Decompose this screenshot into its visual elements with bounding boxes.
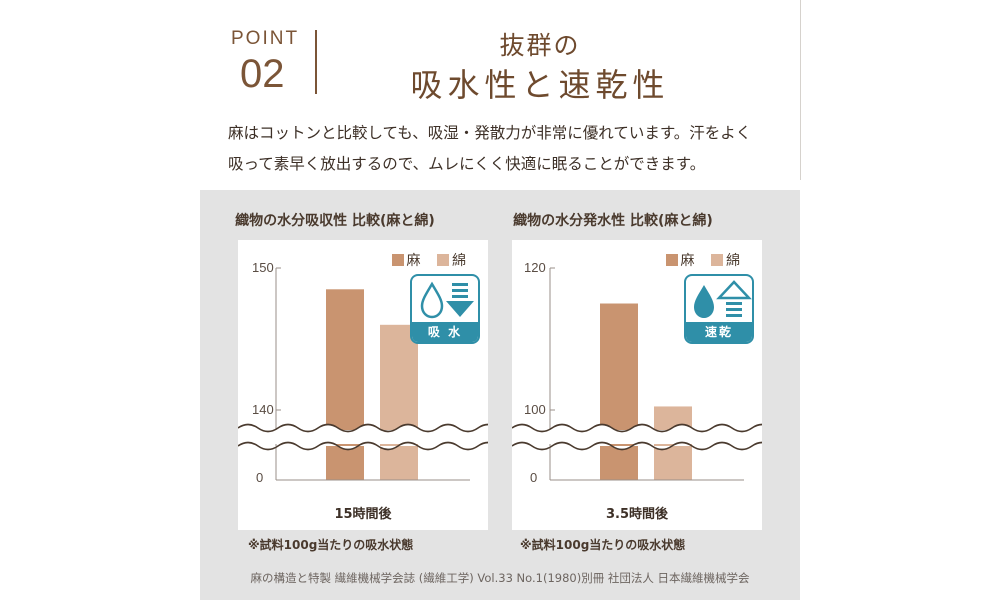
point-number: 02 [240, 52, 285, 96]
intro-text: 麻はコットンと比較しても、吸湿・発散力が非常に優れています。汗をよく 吸って素早… [228, 118, 788, 180]
legend-swatch-linen [665, 254, 678, 266]
y-tick-break: 100 [524, 402, 546, 417]
y-tick-zero: 0 [256, 470, 264, 485]
page-edge-rule [800, 0, 801, 180]
water-drop-up-arrow-icon [694, 280, 752, 318]
intro-line-1: 麻はコットンと比較しても、吸湿・発散力が非常に優れています。汗をよく [228, 124, 752, 142]
legend-label-cotton: 綿 [726, 253, 740, 269]
legend-swatch-cotton [711, 254, 723, 266]
water-drop-down-arrow-icon [420, 281, 474, 319]
feature-title-line2: 吸水性と速乾性 [410, 66, 670, 104]
chart-absorption-svg [238, 267, 488, 481]
y-tick-break: 140 [252, 402, 274, 417]
chart-x-label: 15時間後 [334, 507, 392, 522]
legend-item-linen: 麻 [391, 253, 421, 269]
legend-item-cotton: 綿 [711, 253, 740, 269]
legend-label-linen: 麻 [406, 253, 421, 269]
legend-label-linen: 麻 [680, 253, 695, 269]
chart-title-absorption: 織物の水分吸収性 比較(麻と綿) [235, 213, 435, 229]
sample-note: ※試料100g当たりの吸水状態 [520, 538, 686, 552]
bar-linen [600, 303, 638, 480]
intro-line-2: 吸って素早く放出するので、ムレにくく快適に眠ることができます。 [228, 155, 706, 173]
chart-absorption: 麻 綿 150 140 0 吸 水 15時間後 [238, 240, 488, 530]
y-tick-top: 120 [524, 260, 546, 275]
legend-label-cotton: 綿 [452, 253, 466, 269]
legend-swatch-cotton [437, 254, 449, 266]
chart-legend: 麻 綿 [380, 250, 466, 270]
axis-break-wave [512, 423, 762, 433]
legend-swatch-linen [391, 254, 404, 266]
axis-break-wave [512, 441, 762, 451]
product-feature-section: POINT 02 抜群の 吸水性と速乾性 麻はコットンと比較しても、吸湿・発散力… [200, 0, 800, 600]
axis-break-gap [512, 430, 762, 444]
chart-drying: 麻 綿 120 100 0 速乾 3.5時間後 [512, 240, 762, 530]
chart-title-drying: 織物の水分発水性 比較(麻と綿) [513, 213, 713, 229]
drying-badge: 速乾 [684, 274, 754, 344]
legend-item-cotton: 綿 [437, 253, 466, 269]
legend-item-linen: 麻 [665, 253, 695, 269]
comparison-panel: 織物の水分吸収性 比較(麻と綿) 麻 綿 150 140 0 吸 水 15時間 [200, 190, 800, 600]
chart-drying-svg [512, 267, 762, 481]
chart-legend: 麻 綿 [654, 250, 740, 270]
feature-title-line1: 抜群の [499, 31, 581, 60]
point-label: POINT [231, 28, 300, 49]
axis-break-wave [238, 423, 488, 433]
header-divider [315, 30, 317, 94]
absorption-badge-label: 吸 水 [412, 322, 478, 342]
chart-x-label: 3.5時間後 [605, 507, 669, 522]
axis-break-gap [238, 430, 488, 444]
source-citation: 麻の構造と特製 繊維機械学会誌 (繊維工学) Vol.33 No.1(1980)… [250, 571, 750, 585]
absorption-badge: 吸 水 [410, 274, 480, 344]
axis-break-wave [238, 441, 488, 451]
y-tick-top: 150 [252, 260, 274, 275]
sample-note: ※試料100g当たりの吸水状態 [248, 538, 414, 552]
y-tick-zero: 0 [530, 470, 538, 485]
bar-linen [326, 289, 364, 480]
bar-cotton [380, 324, 418, 480]
drying-badge-label: 速乾 [686, 322, 752, 342]
